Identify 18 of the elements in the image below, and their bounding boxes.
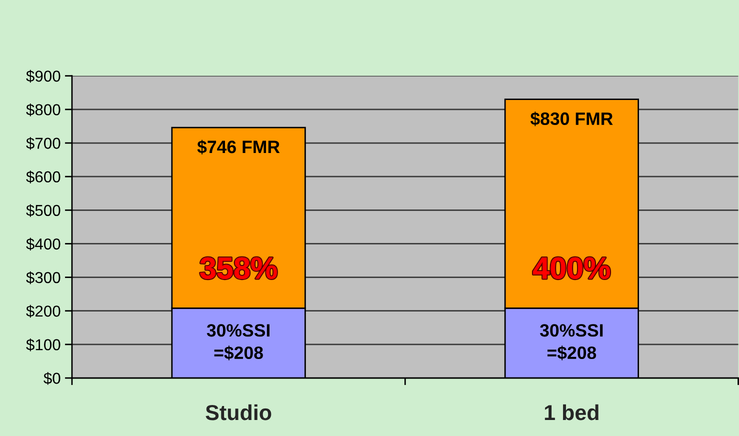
y-tick-label: $200 [26,304,60,318]
annotation: 358% [200,257,277,279]
x-tick-label: Studio [206,404,272,420]
data-label: 30%SSI =$208 [540,324,603,360]
y-tick-label: $500 [26,204,60,217]
y-tick-label: $400 [26,238,60,250]
y-tick-label: $300 [26,271,60,284]
y-tick-label: $800 [26,104,60,116]
total-label: $746 FMR [197,140,280,154]
y-tick-label: $700 [26,137,60,150]
annotation: 400% [533,257,610,279]
total-label: $830 FMR [530,112,613,126]
y-tick-label: $100 [26,338,60,352]
y-tick-label: $600 [26,170,60,184]
data-label: 30%SSI =$208 [206,324,270,360]
y-tick-label: $0 [44,372,60,385]
x-tick-label: 1 bed [544,404,598,420]
y-tick-label: $900 [26,70,60,83]
